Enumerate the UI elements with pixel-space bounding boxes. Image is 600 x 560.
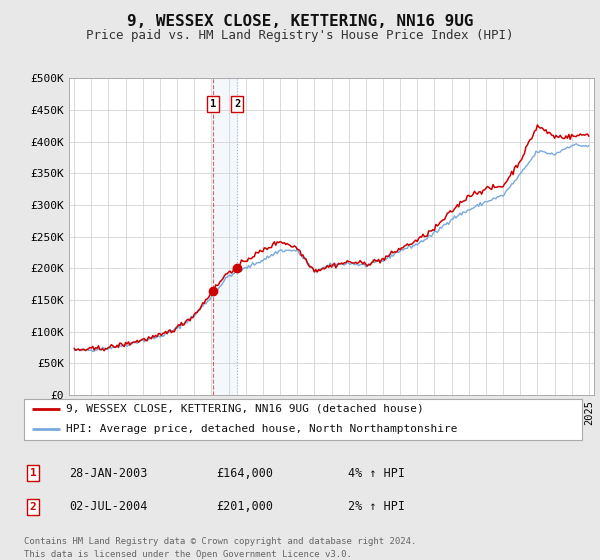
Text: This data is licensed under the Open Government Licence v3.0.: This data is licensed under the Open Gov…: [24, 550, 352, 559]
Text: 9, WESSEX CLOSE, KETTERING, NN16 9UG (detached house): 9, WESSEX CLOSE, KETTERING, NN16 9UG (de…: [66, 404, 424, 414]
Text: 02-JUL-2004: 02-JUL-2004: [69, 500, 148, 514]
Text: Contains HM Land Registry data © Crown copyright and database right 2024.: Contains HM Land Registry data © Crown c…: [24, 537, 416, 546]
Text: 2: 2: [234, 99, 240, 109]
Text: HPI: Average price, detached house, North Northamptonshire: HPI: Average price, detached house, Nort…: [66, 424, 457, 435]
Text: 1: 1: [209, 99, 216, 109]
Text: 28-JAN-2003: 28-JAN-2003: [69, 466, 148, 480]
Text: 2% ↑ HPI: 2% ↑ HPI: [348, 500, 405, 514]
Text: 4% ↑ HPI: 4% ↑ HPI: [348, 466, 405, 480]
Text: £164,000: £164,000: [216, 466, 273, 480]
Text: 9, WESSEX CLOSE, KETTERING, NN16 9UG: 9, WESSEX CLOSE, KETTERING, NN16 9UG: [127, 14, 473, 29]
Bar: [213, 78, 237, 395]
Text: Price paid vs. HM Land Registry's House Price Index (HPI): Price paid vs. HM Land Registry's House …: [86, 29, 514, 42]
Text: 2: 2: [29, 502, 37, 512]
Text: 1: 1: [29, 468, 37, 478]
Text: £201,000: £201,000: [216, 500, 273, 514]
